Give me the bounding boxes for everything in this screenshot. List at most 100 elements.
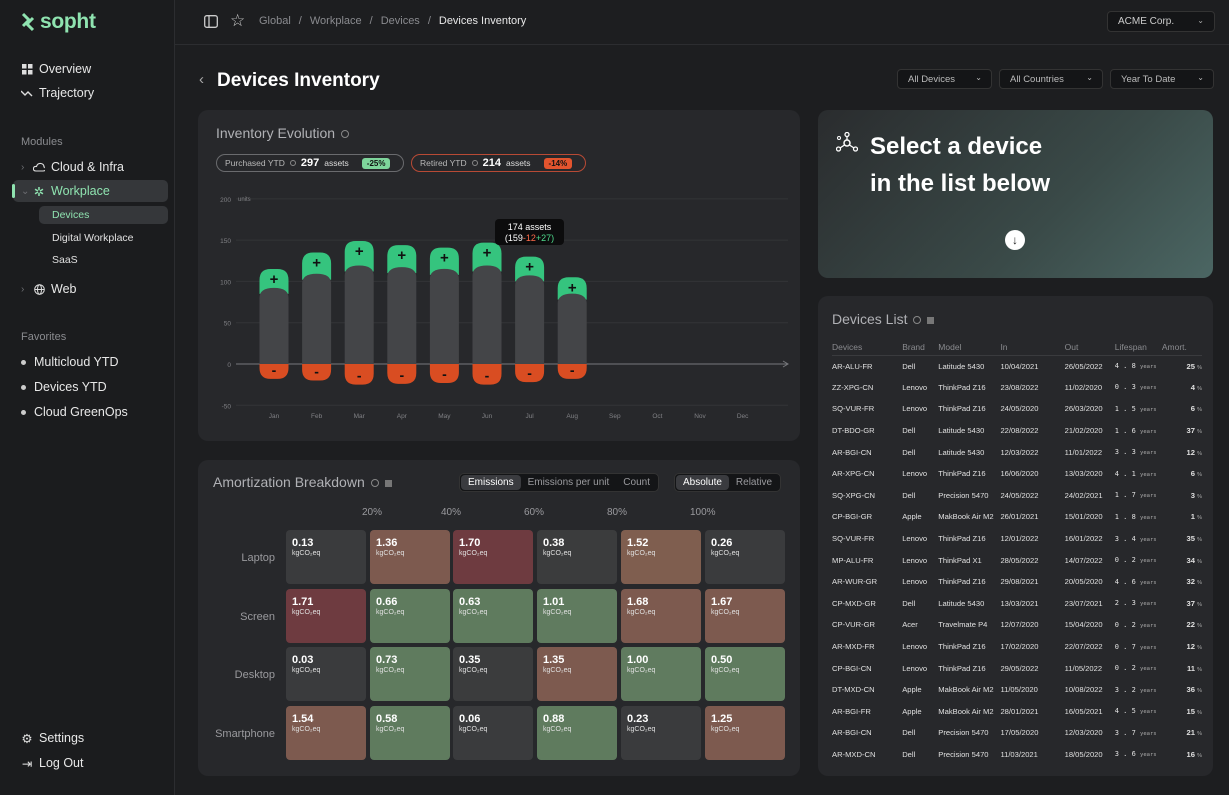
info-icon[interactable] [471,160,478,166]
column-header[interactable]: Brand [902,341,939,356]
bar-purchased[interactable] [387,245,417,274]
heatmap-cell[interactable]: 1.52 kgCO₂eq [621,530,701,584]
bar-purchased[interactable] [344,240,374,272]
bar-purchased[interactable] [302,252,332,280]
table-row[interactable]: CP-BGI-CN Lenovo ThinkPad Z16 29/05/2022 11/… [832,657,1202,679]
table-row[interactable]: AR-MXD-FR Lenovo ThinkPad Z16 17/02/2020 22/… [832,636,1202,658]
heatmap-cell[interactable]: 1.68 kgCO₂eq [621,589,701,643]
table-row[interactable]: CP-MXD-GR Dell Latitude 5430 13/03/2021 23/0… [832,593,1202,615]
brand-logo[interactable]: sopht [20,10,96,34]
bar-inventory[interactable] [302,273,332,364]
nav-workplace-row[interactable]: ⌄ ✲ Workplace [0,179,175,203]
bar-purchased[interactable] [259,269,289,294]
table-row[interactable]: AR-XPG-CN Lenovo ThinkPad Z16 16/06/2020 13/… [832,463,1202,485]
breadcrumb-global[interactable]: Global [259,15,291,27]
filter-countries[interactable]: All Countries ⌄ [999,69,1103,89]
table-row[interactable]: AR-WUR-GR Lenovo ThinkPad Z16 29/08/2021 20/… [832,571,1202,593]
export-icon[interactable] [384,479,392,487]
nav-trajectory[interactable]: Trajectory [0,81,175,105]
nav-logout[interactable]: ⇥ Log Out [0,751,175,775]
nav-settings[interactable]: ⚙ Settings [0,726,175,750]
heatmap-cell[interactable]: 1.67 kgCO₂eq [705,589,785,643]
heatmap-cell[interactable]: 1.54 kgCO₂eq [286,706,366,760]
bar-retired[interactable] [472,364,502,385]
heatmap-cell[interactable]: 0.66 kgCO₂eq [370,589,450,643]
table-row[interactable]: AR-BGI-FR Apple MakBook Air M2 28/01/2021 16… [832,701,1202,723]
nav-devices[interactable]: Devices [52,209,90,221]
info-icon[interactable] [341,130,350,139]
heatmap-cell[interactable]: 0.73 kgCO₂eq [370,647,450,701]
fav-multicloud[interactable]: Multicloud YTD [0,350,175,374]
sidebar-toggle-icon[interactable] [204,15,218,28]
fav-devices[interactable]: Devices YTD [0,375,175,399]
table-row[interactable]: MP-ALU-FR Lenovo ThinkPad X1 28/05/2022 14/0… [832,549,1202,571]
table-row[interactable]: SQ-XPG-CN Dell Precision 5470 24/05/2022 24/… [832,485,1202,507]
export-icon[interactable] [927,316,935,324]
column-header[interactable]: In [1000,341,1065,356]
bar-inventory[interactable] [387,267,417,364]
table-row[interactable]: ZZ-XPG-CN Lenovo ThinkPad Z16 23/08/2022 11/… [832,377,1202,399]
heatmap-cell[interactable]: 1.70 kgCO₂eq [453,530,533,584]
bar-retired[interactable] [302,364,332,381]
bar-inventory[interactable] [259,287,289,364]
heatmap-cell[interactable]: 1.01 kgCO₂eq [537,589,617,643]
tab-emissions-per-unit[interactable]: Emissions per unit [527,477,610,488]
breadcrumb-workplace[interactable]: Workplace [309,15,362,27]
tab-emissions[interactable]: Emissions [461,475,521,490]
heatmap-cell[interactable]: 1.00 kgCO₂eq [621,647,701,701]
heatmap-cell[interactable]: 0.23 kgCO₂eq [621,706,701,760]
bar-inventory[interactable] [344,265,374,364]
table-row[interactable]: CP-BGI-GR Apple MakBook Air M2 26/01/2021 15… [832,506,1202,528]
info-icon[interactable] [370,479,379,488]
table-row[interactable]: SQ-VUR-FR Lenovo ThinkPad Z16 24/05/2020 26/… [832,398,1202,420]
tab-absolute[interactable]: Absolute [676,475,729,490]
heatmap-cell[interactable]: 0.26 kgCO₂eq [705,530,785,584]
breadcrumb-devices[interactable]: Devices [380,15,420,27]
bar-inventory[interactable] [557,293,587,364]
nav-saas[interactable]: SaaS [52,254,78,266]
heatmap-cell[interactable]: 0.88 kgCO₂eq [537,706,617,760]
table-row[interactable]: AR-MXD-CN Dell Precision 5470 11/03/2021 18/… [832,744,1202,766]
bar-inventory[interactable] [472,265,502,364]
nav-digital-workplace[interactable]: Digital Workplace [52,232,134,244]
arrow-down-icon[interactable]: ↓ [1005,230,1025,250]
filter-devices[interactable]: All Devices ⌄ [897,69,992,89]
heatmap-cell[interactable]: 0.38 kgCO₂eq [537,530,617,584]
nav-workplace[interactable] [13,180,168,202]
heatmap-cell[interactable]: 0.50 kgCO₂eq [705,647,785,701]
star-icon[interactable]: ☆ [230,11,246,30]
heatmap-cell[interactable]: 1.35 kgCO₂eq [537,647,617,701]
bar-retired[interactable] [387,364,417,384]
heatmap-cell[interactable]: 0.03 kgCO₂eq [286,647,366,701]
bar-purchased[interactable] [429,247,459,275]
bar-retired[interactable] [429,364,459,383]
table-row[interactable]: AR-BGI-CN Dell Precision 5470 17/05/2020 12/… [832,722,1202,744]
heatmap-cell[interactable]: 0.06 kgCO₂eq [453,706,533,760]
heatmap-cell[interactable]: 0.35 kgCO₂eq [453,647,533,701]
org-selector[interactable]: ACME Corp. ⌄ [1107,11,1215,32]
column-header[interactable]: Amort. [1161,341,1202,356]
filter-period[interactable]: Year To Date ⌄ [1110,69,1214,89]
heatmap-cell[interactable]: 0.58 kgCO₂eq [370,706,450,760]
nav-overview[interactable]: Overview [0,57,175,81]
heatmap-cell[interactable]: 1.71 kgCO₂eq [286,589,366,643]
column-header[interactable]: Model [938,341,1001,356]
bar-purchased[interactable] [472,242,502,272]
table-row[interactable]: DT-BDO-GR Dell Latitude 5430 22/08/2022 21/0… [832,420,1202,442]
heatmap-cell[interactable]: 1.36 kgCO₂eq [370,530,450,584]
back-icon[interactable]: ‹ [199,71,204,88]
column-header[interactable]: Devices [832,341,903,356]
bar-retired[interactable] [515,364,545,383]
info-icon[interactable] [289,160,296,166]
column-header[interactable]: Out [1064,341,1115,356]
bar-purchased[interactable] [515,256,545,282]
bar-purchased[interactable] [557,277,587,300]
table-row[interactable]: AR-BGI-CN Dell Latitude 5430 12/03/2022 11/0… [832,441,1202,463]
heatmap-cell[interactable]: 1.25 kgCO₂eq [705,706,785,760]
bar-inventory[interactable] [515,275,545,364]
info-icon[interactable] [913,316,922,325]
table-row[interactable]: DT-MXD-CN Apple MakBook Air M2 11/05/2020 10… [832,679,1202,701]
table-row[interactable]: CP-VUR-GR Acer Travelmate P4 12/07/2020 15/0… [832,614,1202,636]
column-header[interactable]: Lifespan [1114,341,1162,356]
table-row[interactable]: AR-ALU-FR Dell Latitude 5430 10/04/2021 26/0… [832,355,1202,377]
